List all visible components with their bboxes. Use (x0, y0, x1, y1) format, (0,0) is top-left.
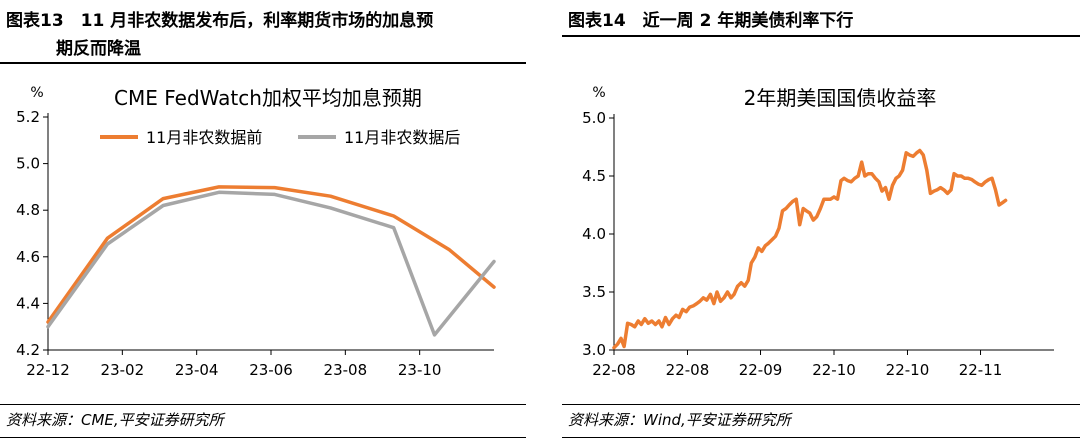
y-axis-unit-label: % (30, 85, 43, 101)
series-line-1 (612, 148, 1008, 350)
x-tick-label: 22-10 (812, 361, 856, 379)
ust-2y-yield-chart: 2年期美国国债收益率% 3.0 3.5 4.0 4.5 5.0 22-08 22-08 22-0… (582, 85, 1054, 379)
x-tick-label: 23-02 (101, 361, 145, 379)
x-tick-label: 22-08 (666, 361, 710, 379)
x-tick-label: 22-12 (26, 361, 70, 379)
left-figure-caption-line1: 图表13 11 月非农数据发布后，利率期货市场的加息预 (6, 11, 434, 31)
x-tick-label: 22-08 (592, 361, 636, 379)
right-figure-header: 图表14 近一周 2 年期美债利率下行 (562, 0, 1080, 66)
chart-title: CME FedWatch加权平均加息预期 (114, 86, 422, 110)
y-tick-label: 4.0 (582, 225, 606, 243)
series-line-2 (46, 190, 496, 337)
x-tick-label: 23-06 (249, 361, 293, 379)
y-tick-label: 4.2 (16, 341, 40, 359)
cme-fedwatch-chart: CME FedWatch加权平均加息预期% 4.2 4.4 4.6 4.8 5.0 5.2 2… (16, 85, 496, 379)
legend-label-1: 11月非农数据前 (146, 128, 262, 147)
legend-label-2: 11月非农数据后 (344, 128, 460, 147)
y-tick-label: 4.8 (16, 201, 40, 219)
right-figure-caption: 图表14 近一周 2 年期美债利率下行 (568, 11, 854, 31)
y-tick-label: 4.5 (582, 167, 606, 185)
y-tick-label: 5.0 (582, 109, 606, 127)
chart-title: 2年期美国国债收益率 (744, 86, 937, 110)
right-figure-panel: 图表14 近一周 2 年期美债利率下行 2年期美国国债收益率% 3.0 3.5 4.0… (562, 0, 1080, 442)
y-tick-label: 3.5 (582, 283, 606, 301)
y-tick-label: 4.6 (16, 248, 40, 266)
y-tick-label: 3.0 (582, 341, 606, 359)
x-tick-label: 22-09 (739, 361, 783, 379)
y-tick-label: 5.0 (16, 155, 40, 173)
x-tick-label: 23-08 (324, 361, 368, 379)
x-tick-label: 23-10 (398, 361, 442, 379)
x-tick-label: 22-10 (886, 361, 930, 379)
y-axis-unit-label: % (592, 85, 605, 101)
y-tick-label: 5.2 (16, 108, 40, 126)
left-source-note: 资料来源：CME,平安证券研究所 (0, 404, 526, 438)
left-figure-caption-line2: 期反而降温 (56, 39, 141, 59)
x-tick-label: 22-11 (959, 361, 1003, 379)
series-line-1 (46, 185, 496, 324)
left-figure-panel: 图表13 11 月非农数据发布后，利率期货市场的加息预 期反而降温 CME Fe… (0, 0, 526, 442)
right-source-note: 资料来源：Wind,平安证券研究所 (562, 404, 1080, 438)
left-figure-header: 图表13 11 月非农数据发布后，利率期货市场的加息预 期反而降温 (0, 0, 526, 66)
y-tick-label: 4.4 (16, 294, 40, 312)
x-tick-label: 23-04 (175, 361, 219, 379)
